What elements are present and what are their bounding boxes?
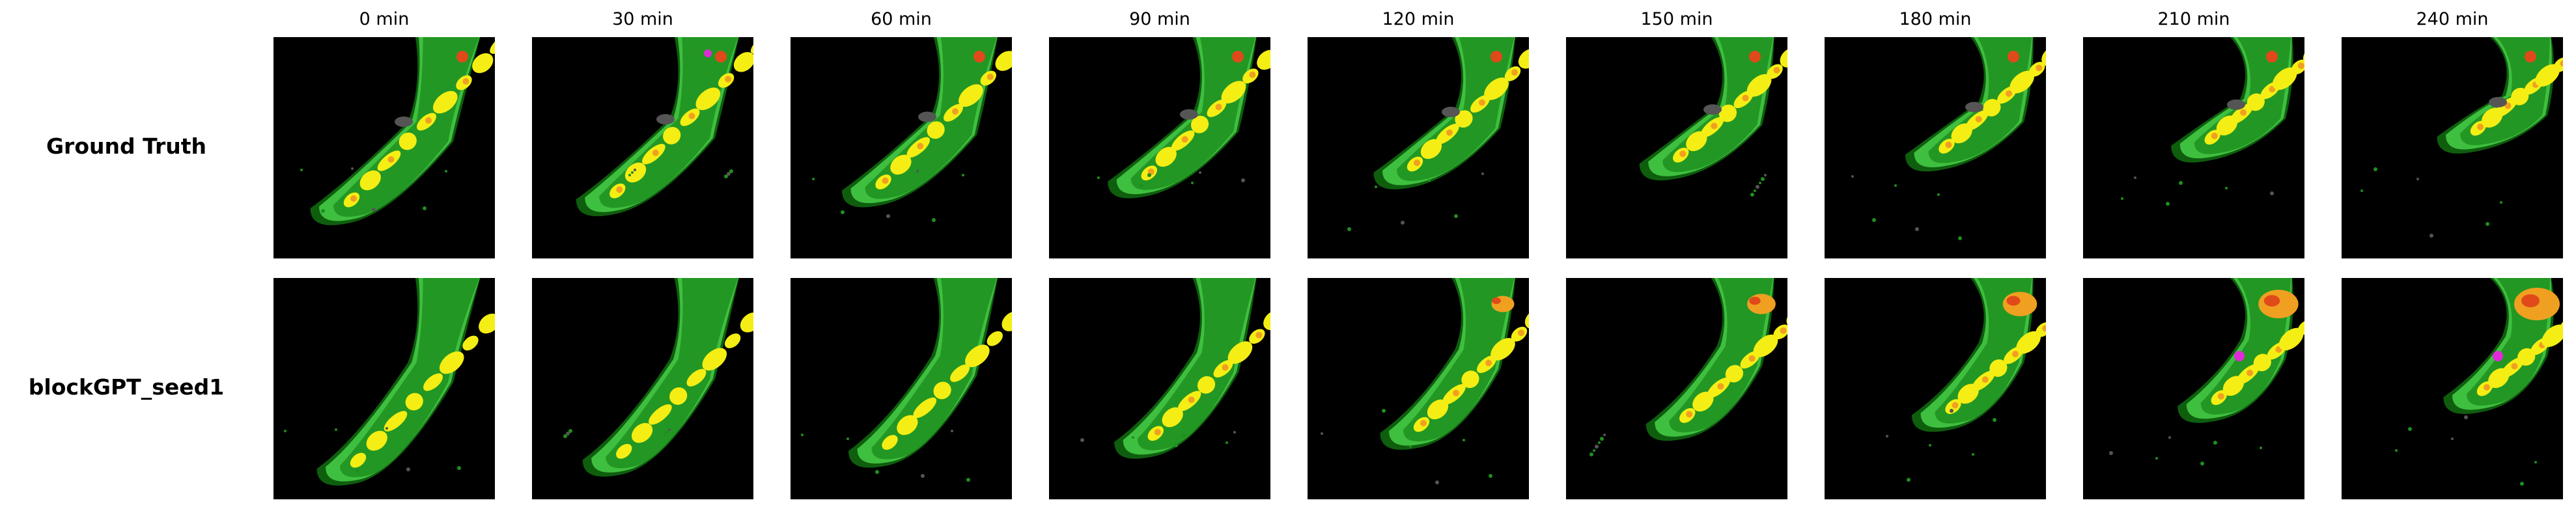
ground-truth-frame (2083, 37, 2304, 258)
prediction-frame (1308, 278, 1529, 499)
column-title: 210 min (2157, 9, 2230, 29)
ground-truth-frame (1308, 37, 1529, 258)
ground-truth-frame (1049, 37, 1270, 258)
ground-truth-frame (2342, 37, 2563, 258)
ground-truth-frame (1566, 37, 1787, 258)
column-title: 60 min (871, 9, 932, 29)
ground-truth-frame (532, 37, 753, 258)
prediction-frame (2083, 278, 2304, 499)
prediction-frame (1825, 278, 2046, 499)
column-title: 180 min (1899, 9, 1972, 29)
column-title: 0 min (359, 9, 410, 29)
column-title: 240 min (2416, 9, 2489, 29)
column-title: 90 min (1129, 9, 1190, 29)
ground-truth-frame (273, 37, 495, 258)
row-label-ground-truth: Ground Truth (46, 133, 207, 159)
column-title: 150 min (1640, 9, 1713, 29)
ground-truth-frame (791, 37, 1012, 258)
prediction-frame (2342, 278, 2563, 499)
prediction-frame (273, 278, 495, 499)
prediction-frame (791, 278, 1012, 499)
prediction-frame (1566, 278, 1787, 499)
prediction-frame (1049, 278, 1270, 499)
ground-truth-frame (1825, 37, 2046, 258)
prediction-frame (532, 278, 753, 499)
column-title: 30 min (612, 9, 673, 29)
column-title: 120 min (1382, 9, 1455, 29)
row-label-model: blockGPT_seed1 (28, 374, 225, 400)
